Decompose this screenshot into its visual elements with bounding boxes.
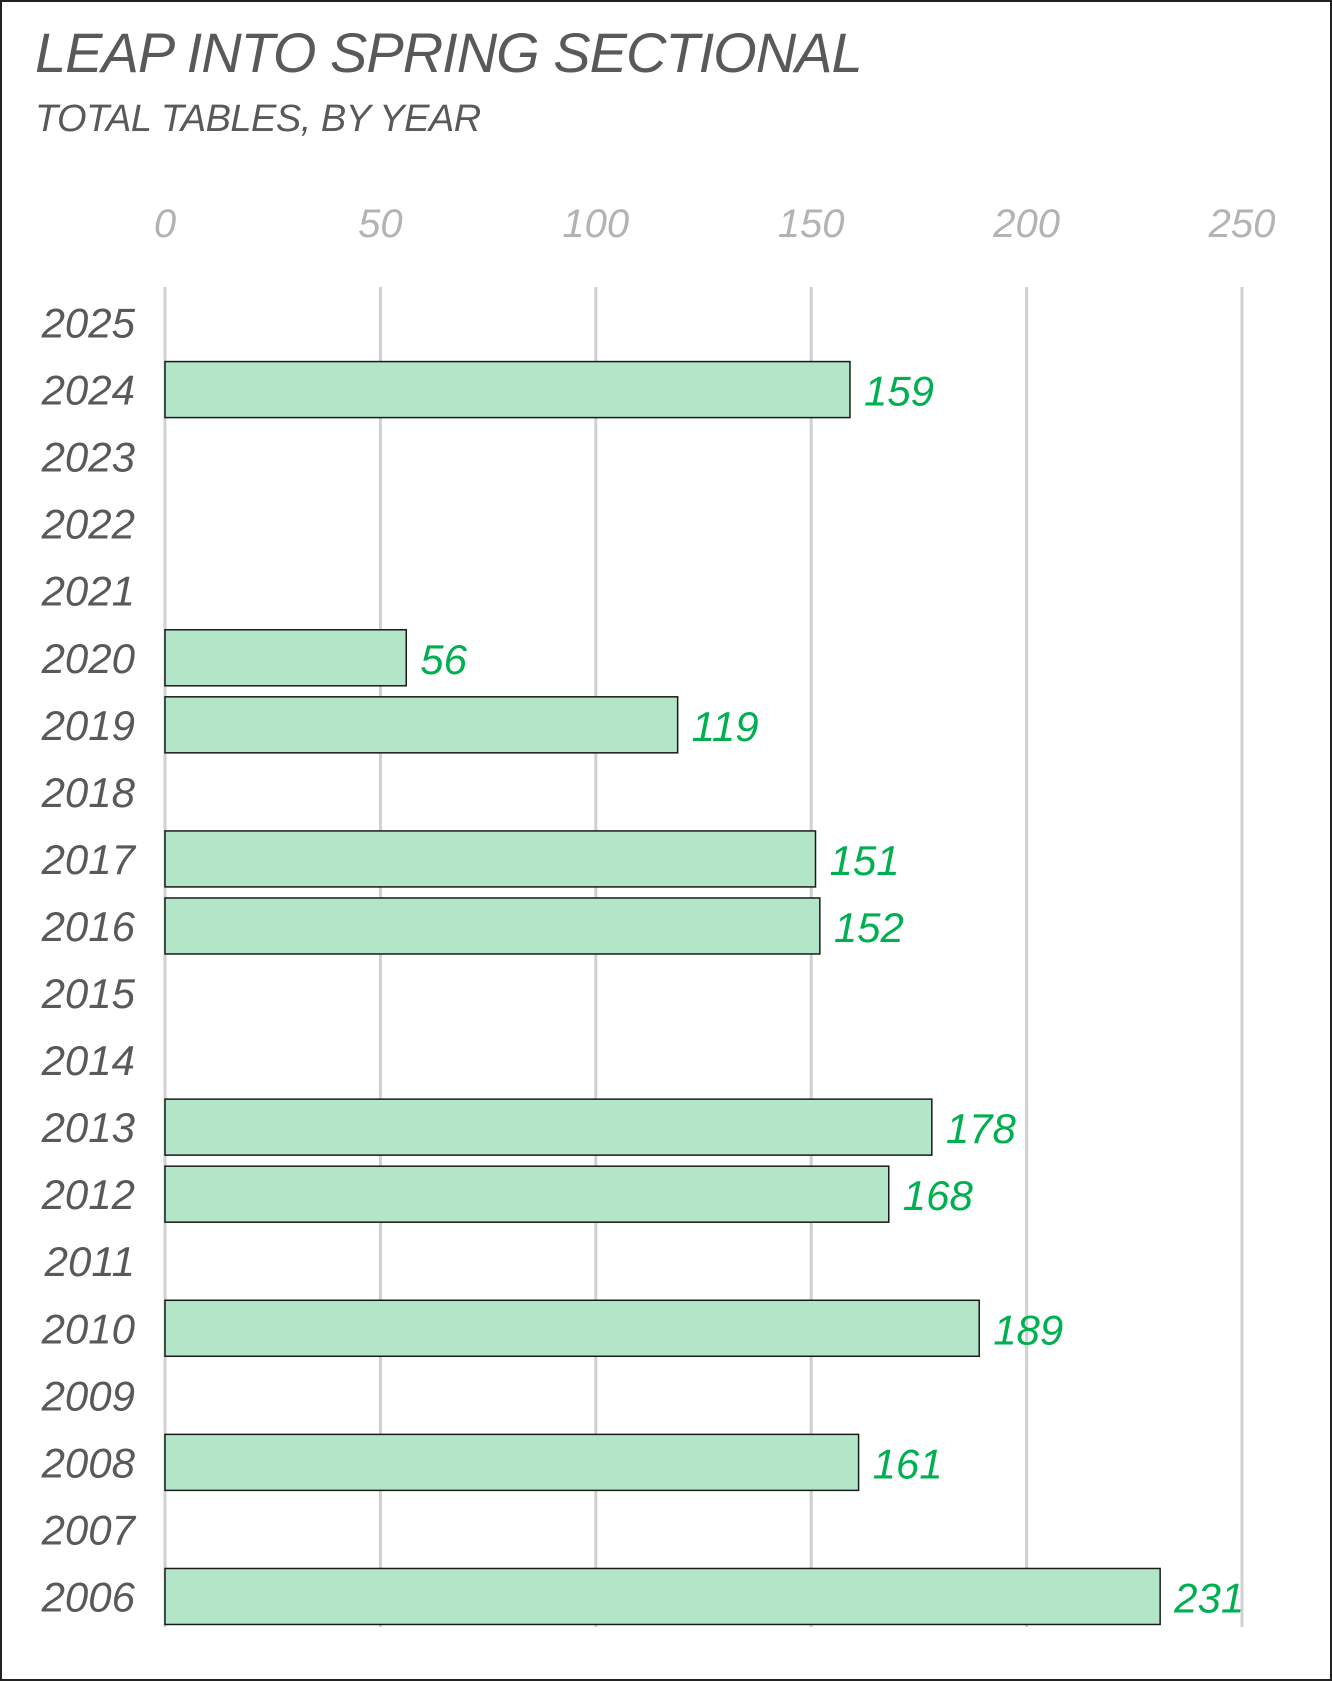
value-label: 189 <box>993 1306 1063 1353</box>
bar <box>164 897 821 955</box>
x-tick-label: 100 <box>562 202 629 246</box>
y-tick-label: 2015 <box>41 970 136 1017</box>
bar <box>164 360 851 419</box>
value-label: 119 <box>692 703 759 750</box>
y-tick-label: 2011 <box>44 1238 135 1285</box>
y-tick-label: 2023 <box>41 434 135 481</box>
y-tick-label: 2008 <box>41 1439 136 1486</box>
x-tick-label: 50 <box>358 202 403 246</box>
y-tick-label: 2018 <box>41 769 136 816</box>
x-tick-label: 0 <box>154 202 176 246</box>
data-labels: 159 56 119 151 152 178 168 189 161 231 <box>420 368 1244 1622</box>
y-tick-label: 2009 <box>41 1372 135 1419</box>
y-axis-labels: 2025 2024 2023 2022 2021 2020 2019 2018 2017 2016… <box>41 300 137 1621</box>
bar <box>164 1299 980 1358</box>
y-tick-label: 2014 <box>41 1037 135 1084</box>
y-tick-label: 2025 <box>41 300 136 347</box>
x-tick-label: 200 <box>992 202 1060 246</box>
y-tick-label: 2021 <box>41 568 135 615</box>
y-tick-label: 2017 <box>41 836 137 883</box>
bar <box>164 1098 933 1156</box>
y-tick-label: 2022 <box>41 501 135 548</box>
bar <box>164 1433 860 1492</box>
y-tick-label: 2020 <box>41 635 136 682</box>
y-tick-label: 2013 <box>41 1104 135 1151</box>
y-tick-label: 2024 <box>41 367 135 414</box>
value-label: 159 <box>864 368 934 415</box>
bar <box>164 1165 890 1223</box>
bar <box>164 1567 1161 1626</box>
bar <box>164 629 407 687</box>
value-label: 178 <box>946 1105 1017 1152</box>
gridlines <box>163 287 1244 1627</box>
value-label: 152 <box>834 904 904 951</box>
x-axis-ticks: 0 50 100 150 200 250 <box>154 202 1276 246</box>
x-tick-label: 150 <box>778 202 845 246</box>
y-tick-label: 2012 <box>41 1171 135 1218</box>
y-tick-label: 2019 <box>41 702 135 749</box>
bar <box>164 830 817 888</box>
x-tick-label: 250 <box>1208 202 1276 246</box>
value-label: 231 <box>1173 1574 1244 1621</box>
value-label: 56 <box>420 636 467 683</box>
y-tick-label: 2007 <box>41 1506 137 1553</box>
y-tick-label: 2006 <box>41 1573 136 1620</box>
bar <box>164 696 679 754</box>
chart-subtitle: TOTAL TABLES, BY YEAR <box>35 98 481 140</box>
value-label: 161 <box>873 1440 943 1487</box>
y-tick-label: 2016 <box>41 903 136 950</box>
value-label: 168 <box>903 1172 974 1219</box>
chart-title: LEAP INTO SPRING SECTIONAL <box>35 21 863 84</box>
value-label: 151 <box>830 837 900 884</box>
y-tick-label: 2010 <box>41 1305 136 1352</box>
bars <box>164 360 1161 1626</box>
